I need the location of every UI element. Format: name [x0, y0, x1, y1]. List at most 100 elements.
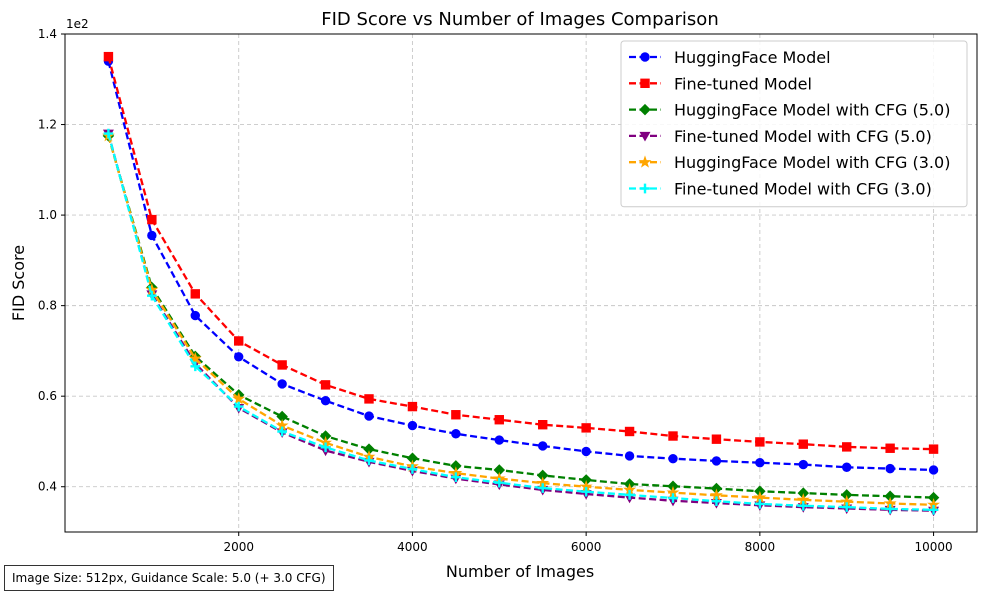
series-1: [103, 56, 939, 475]
y-axis-ticks: 0.4 0.6 0.8 1.0 1.2 1.4: [38, 27, 65, 494]
data-point: [581, 446, 591, 457]
x-axis-label: Number of Images: [446, 562, 594, 581]
series-lines: [101, 51, 941, 517]
data-point: [928, 504, 939, 515]
data-point: [798, 439, 808, 449]
data-point: [668, 493, 678, 503]
data-point: [798, 500, 809, 511]
data-point: [147, 230, 157, 241]
x-axis-ticks: 2000 4000 6000 8000 10000: [223, 532, 953, 554]
legend-label: Fine-tuned Model with CFG (3.0): [674, 180, 932, 199]
data-point: [147, 290, 157, 301]
y-tick-label: 1.4: [38, 27, 57, 41]
legend-item: HuggingFace Model: [629, 48, 831, 67]
y-tick-label: 0.8: [38, 299, 57, 313]
data-point: [407, 420, 418, 431]
y-axis-label: FID Score: [9, 245, 28, 321]
data-point: [451, 429, 461, 439]
data-point: [885, 443, 895, 453]
data-point: [755, 458, 765, 468]
data-point: [842, 462, 852, 472]
data-point: [581, 423, 591, 433]
data-point: [451, 410, 461, 420]
legend-item: Fine-tuned Model with CFG (5.0): [629, 127, 932, 146]
x-tick-label: 4000: [397, 540, 428, 554]
data-point: [885, 463, 895, 474]
data-point: [538, 441, 548, 451]
legend-item: HuggingFace Model with CFG (5.0): [629, 101, 950, 120]
data-point: [190, 310, 200, 321]
chart-title: FID Score vs Number of Images Comparison: [321, 9, 718, 30]
data-point: [407, 401, 418, 412]
data-point: [364, 411, 374, 421]
data-point: [190, 289, 200, 299]
data-point: [711, 456, 722, 466]
legend-marker: [640, 52, 650, 62]
data-point: [711, 496, 722, 507]
data-point: [624, 451, 635, 461]
data-point: [147, 214, 157, 225]
data-point: [841, 502, 852, 512]
data-point: [234, 336, 244, 346]
y-axis-offset-label: 1e2: [66, 17, 89, 31]
series-line: [107, 133, 934, 511]
legend-marker: [640, 183, 650, 194]
series-line: [107, 135, 934, 499]
data-point: [190, 361, 201, 372]
legend-marker: [640, 78, 650, 88]
series-2: [103, 51, 939, 454]
data-point: [234, 352, 244, 362]
y-tick-label: 1.2: [38, 118, 57, 132]
legend-label: Fine-tuned Model: [674, 74, 812, 93]
data-point: [494, 435, 504, 445]
data-point: [711, 434, 722, 444]
x-tick-label: 10000: [914, 540, 952, 554]
data-point: [233, 401, 244, 412]
data-point: [232, 392, 246, 405]
series-line: [107, 60, 934, 472]
data-point: [928, 444, 939, 454]
data-point: [842, 442, 852, 452]
data-point: [451, 472, 461, 483]
data-point: [581, 486, 591, 497]
legend-label: HuggingFace Model with CFG (3.0): [674, 153, 950, 172]
x-tick-label: 6000: [571, 540, 602, 554]
data-point: [755, 437, 765, 447]
data-point: [538, 420, 548, 430]
x-tick-label: 2000: [223, 540, 254, 554]
data-point: [537, 483, 548, 493]
legend-marker: [638, 155, 652, 168]
plot-frame: [64, 33, 978, 533]
legend: HuggingFace Model Fine-tuned Model Hugging…: [620, 40, 968, 208]
data-point: [103, 128, 114, 139]
legend-marker: [639, 103, 651, 116]
data-point: [364, 394, 374, 404]
data-point: [928, 465, 939, 475]
series-line: [107, 135, 934, 506]
y-tick-label: 0.6: [38, 389, 57, 403]
data-point: [494, 415, 504, 425]
legend-label: HuggingFace Model with CFG (5.0): [674, 101, 950, 120]
data-point: [668, 431, 678, 441]
data-point: [277, 379, 287, 389]
legend-item: Fine-tuned Model: [629, 74, 812, 93]
data-point: [364, 455, 374, 466]
data-point: [188, 351, 202, 365]
legend-item: Fine-tuned Model with CFG (3.0): [629, 180, 932, 199]
image-info-footnote: Image Size: 512px, Guidance Scale: 5.0 (…: [4, 565, 334, 591]
data-point: [103, 51, 114, 62]
data-point: [668, 453, 678, 464]
series-6: [103, 128, 939, 515]
legend-label: Fine-tuned Model with CFG (5.0): [674, 127, 932, 146]
data-point: [494, 477, 505, 488]
legend-label: HuggingFace Model: [674, 48, 831, 67]
data-point: [624, 490, 635, 500]
x-tick-label: 8000: [745, 540, 776, 554]
y-tick-label: 0.4: [38, 480, 57, 494]
legend-box: [620, 40, 968, 208]
data-point: [755, 499, 765, 509]
data-point: [320, 380, 331, 390]
series-5: [101, 129, 941, 511]
data-point: [277, 360, 287, 370]
